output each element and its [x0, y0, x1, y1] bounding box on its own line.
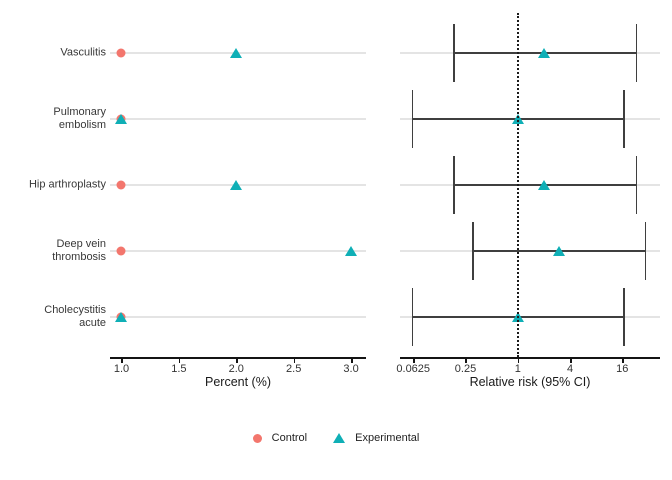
x-axis-tick [465, 358, 467, 363]
x-tick-label: 1.0 [113, 363, 130, 375]
legend-label-control: Control [271, 432, 308, 444]
ci-upper-cap [635, 24, 638, 82]
ci-upper-cap [635, 156, 638, 214]
row-label: Vasculitis [60, 46, 106, 59]
legend-item-control: Control [252, 432, 308, 444]
row-label: Deep vein thrombosis [52, 238, 106, 263]
reference-line [516, 13, 519, 357]
x-axis-tick [570, 358, 572, 363]
gridline [110, 316, 366, 318]
x-tick-label: 2.0 [228, 363, 244, 375]
control-point [116, 180, 126, 190]
ci-lower-cap [411, 288, 414, 346]
row-label: Hip arthroplasty [28, 178, 106, 191]
ci-lower-cap [453, 156, 455, 214]
experimental-point [345, 246, 358, 256]
x-tick-label: 0.0625 [396, 363, 431, 375]
x-axis-title-relative-risk: Relative risk (95% CI) [469, 375, 591, 389]
x-tick-label: 1 [514, 363, 521, 375]
x-axis-line [400, 357, 660, 359]
gridline [110, 250, 366, 252]
x-axis-tick [121, 358, 123, 363]
control-circle-icon [252, 433, 262, 443]
x-axis-tick [293, 358, 296, 363]
ci-lower-cap [453, 24, 455, 82]
experimental-point [230, 180, 243, 190]
x-tick-label: 3.0 [343, 363, 359, 375]
x-tick-label: 0.25 [454, 363, 477, 375]
ci-upper-cap [623, 288, 625, 346]
x-axis-tick [351, 358, 353, 363]
ci-upper-cap [623, 90, 625, 148]
x-axis-tick [236, 358, 238, 363]
ci-lower-cap [411, 90, 414, 148]
x-tick-label: 2.5 [286, 363, 302, 375]
x-tick-label: 1.5 [171, 363, 187, 375]
ci-upper-cap [644, 222, 647, 280]
relative-risk-point [553, 246, 566, 256]
relative-risk-point [537, 48, 550, 58]
row-label: Cholecystitis acute [44, 304, 106, 329]
x-tick-label: 16 [616, 363, 629, 375]
x-axis-tick [622, 358, 624, 363]
experimental-point [115, 312, 128, 322]
legend: Control Experimental [0, 428, 672, 448]
control-point [116, 246, 126, 256]
relative-risk-point [537, 180, 550, 190]
x-tick-label: 4 [566, 363, 574, 375]
legend-label-experimental: Experimental [355, 432, 420, 444]
x-axis-tick [413, 358, 415, 363]
x-axis-tick [178, 358, 181, 363]
experimental-triangle-icon [333, 433, 346, 443]
gridline [110, 118, 366, 120]
row-label: Pulmonary embolism [53, 106, 106, 131]
control-point [116, 48, 126, 58]
x-axis-title-percent: Percent (%) [205, 375, 271, 389]
ci-lower-cap [472, 222, 474, 280]
x-axis-tick [517, 358, 520, 363]
experimental-point [230, 48, 243, 58]
legend-item-experimental: Experimental [333, 432, 419, 444]
experimental-point [115, 114, 128, 124]
x-axis-line [110, 357, 366, 359]
